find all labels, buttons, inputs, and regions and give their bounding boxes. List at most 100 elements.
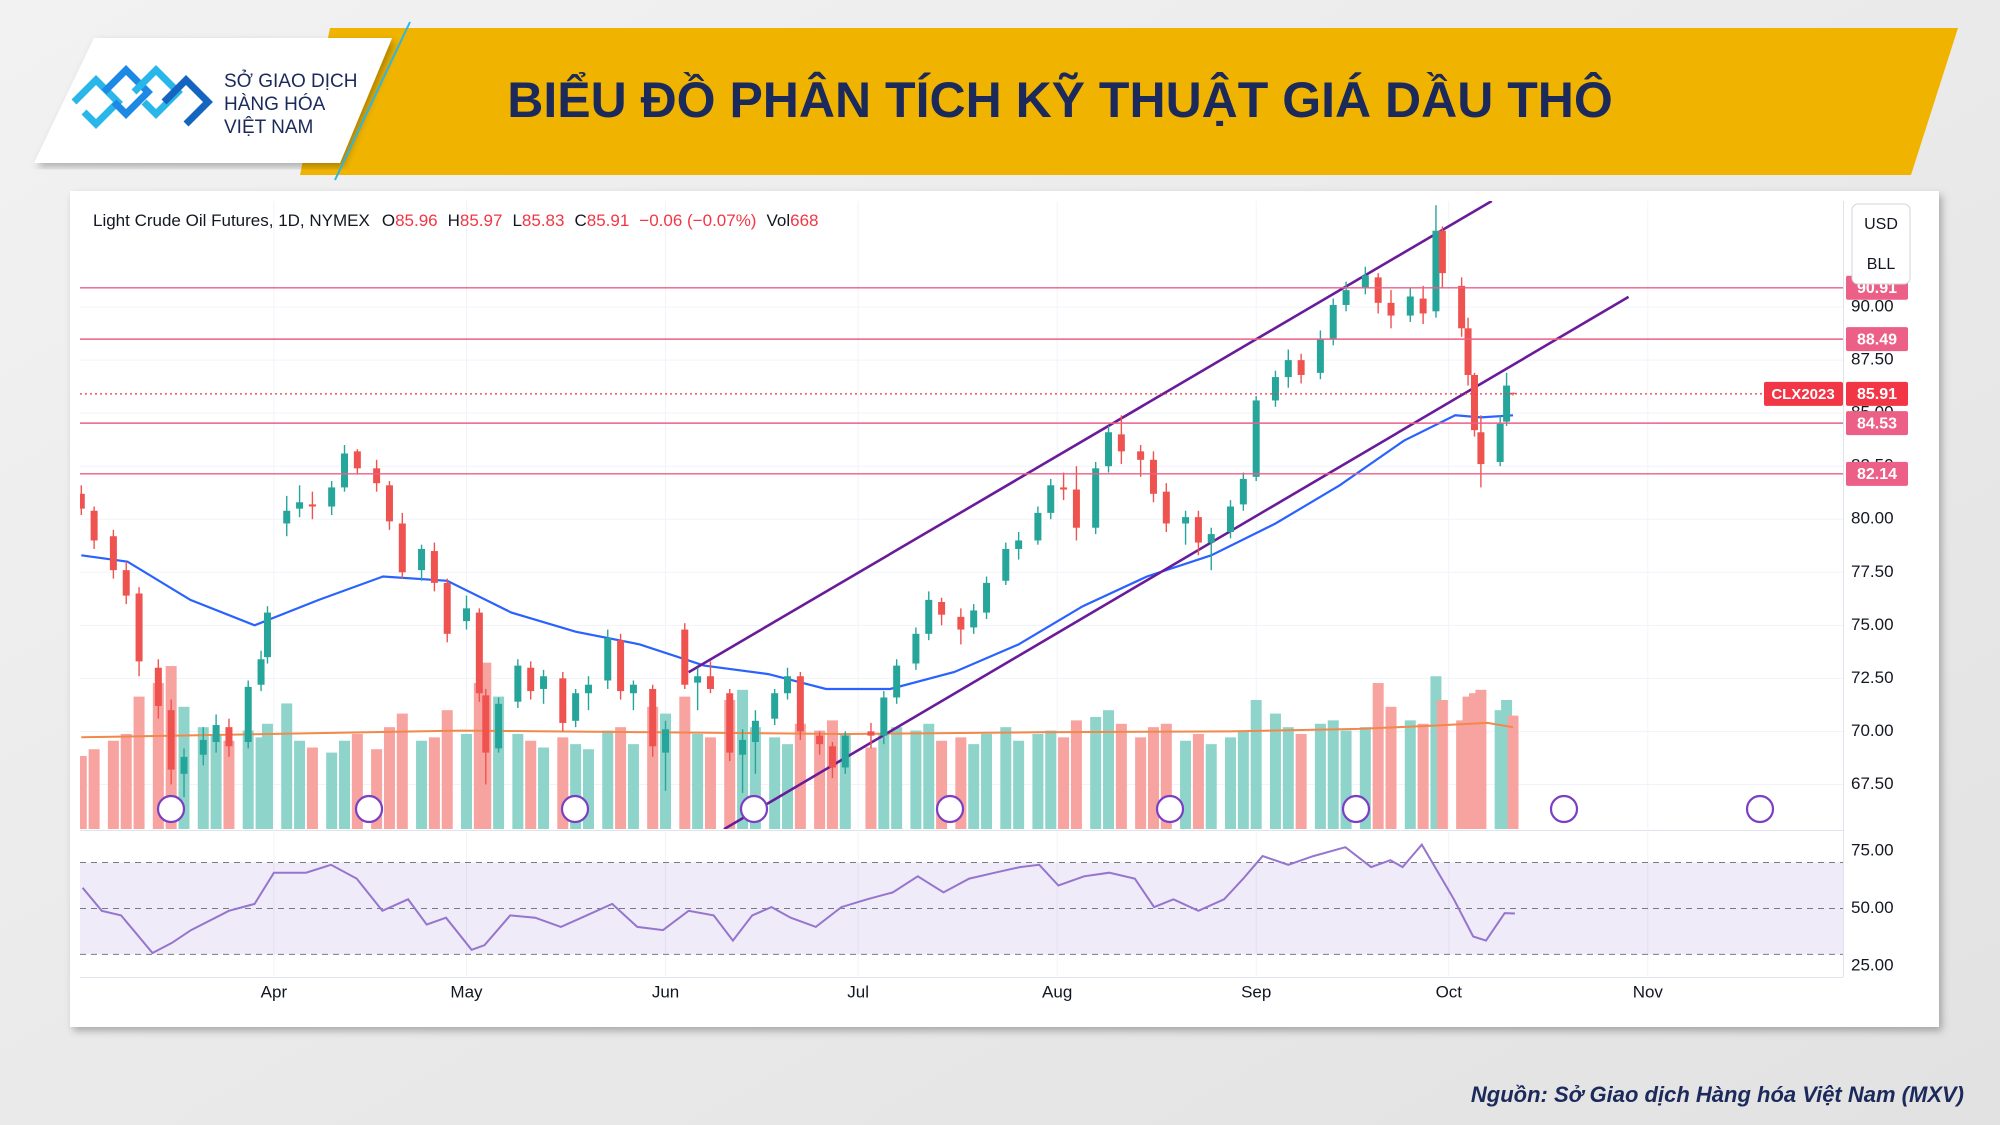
candle-body [1438, 230, 1446, 274]
volume-bar [1385, 706, 1397, 829]
event-marker[interactable] [156, 794, 186, 824]
currency-box [1851, 203, 1911, 285]
volume-bar [1417, 723, 1429, 829]
volume-bar [1468, 693, 1480, 829]
volume-bar [416, 740, 428, 829]
y-tick-label: 70.00 [1851, 721, 1894, 740]
volume-bar [1135, 737, 1147, 829]
candle-body [957, 616, 965, 630]
event-marker[interactable] [1549, 794, 1579, 824]
event-marker[interactable] [1155, 794, 1185, 824]
legend-value: 85.96 [395, 211, 438, 230]
candle-body [983, 582, 991, 613]
candle-body [559, 678, 567, 723]
candle-body [1092, 468, 1100, 528]
candle-body [726, 693, 734, 753]
volume-bar [223, 740, 235, 829]
volume-bar [782, 744, 794, 829]
volume-bar [1147, 727, 1159, 829]
volume-bar [441, 710, 453, 829]
candle-body [841, 735, 849, 768]
candle-body [263, 612, 271, 658]
volume-bar [692, 733, 704, 829]
candle-body [880, 697, 888, 736]
source-note: Nguồn: Sở Giao dịch Hàng hóa Việt Nam (M… [1471, 1082, 1964, 1107]
candle-body [1182, 517, 1190, 524]
x-tick-label: May [450, 982, 483, 1001]
legend-key: H [448, 211, 460, 230]
candle-body [225, 727, 233, 747]
volume-bar [512, 733, 524, 829]
volume-bar [1340, 730, 1352, 829]
volume-bar [1070, 720, 1082, 829]
volume-bar [396, 713, 408, 829]
event-marker[interactable] [739, 794, 769, 824]
candle-body [1137, 451, 1145, 460]
candle-body [867, 731, 875, 736]
event-marker[interactable] [1745, 794, 1775, 824]
volume-bar [704, 737, 716, 829]
volume-bar [1013, 740, 1025, 829]
candle-body [167, 710, 175, 770]
moving-average [81, 414, 1514, 691]
volume-bar [1359, 727, 1371, 829]
current-label-bg [1764, 381, 1843, 406]
candle-body [257, 659, 265, 685]
legend-key: L [512, 211, 521, 230]
volume-bar [120, 733, 132, 829]
volume-bar [749, 727, 761, 829]
candle-body [212, 725, 220, 743]
logo-text: VIỆT NAM [224, 116, 313, 138]
volume-bar [1225, 737, 1237, 829]
event-marker[interactable] [935, 794, 965, 824]
candle-body [418, 548, 426, 571]
candle-body [1374, 277, 1382, 303]
candle-body [796, 676, 804, 732]
volume-bar [1282, 727, 1294, 829]
level-label: 84.53 [1857, 415, 1897, 432]
candle-body [482, 695, 490, 753]
page-title: BIỂU ĐỒ PHÂN TÍCH KỸ THUẬT GIÁ DẦU THÔ [507, 71, 1613, 128]
volume-bar [615, 727, 627, 829]
candle-body [1297, 360, 1305, 375]
volume-bar [1000, 727, 1012, 829]
candle-body [681, 629, 689, 685]
volume-bar [647, 706, 659, 829]
candle-body [1162, 491, 1170, 524]
rsi-pane [80, 832, 1843, 976]
event-marker[interactable] [560, 794, 590, 824]
y-tick-label: 72.50 [1851, 668, 1894, 687]
candle-body [1342, 290, 1350, 305]
x-tick-label: Oct [1436, 982, 1463, 1001]
candle-body [475, 612, 483, 694]
volume-bar [1430, 676, 1442, 829]
y-tick-label: 80.00 [1851, 509, 1894, 528]
event-marker[interactable] [1341, 794, 1371, 824]
x-tick-label: Nov [1633, 982, 1664, 1001]
volume-bar [306, 747, 318, 829]
currency-button[interactable]: BLL [1867, 256, 1896, 273]
logo-accent [334, 21, 411, 181]
candle-body [1329, 304, 1337, 339]
candle-body [584, 684, 592, 694]
volume-bar [968, 744, 980, 829]
volume-bar [1180, 740, 1192, 829]
currency-button[interactable]: USD [1864, 216, 1898, 233]
volume-bar [1501, 700, 1513, 829]
volume-bar [1115, 723, 1127, 829]
rsi-line [81, 842, 1515, 955]
candle-body [122, 570, 130, 596]
volume-bar [1314, 723, 1326, 829]
current-value-bg [1846, 381, 1908, 406]
current-symbol: CLX2023 [1771, 386, 1834, 403]
event-marker[interactable] [354, 794, 384, 824]
volume-bar [1507, 715, 1519, 829]
candle-body [1316, 338, 1324, 373]
volume-bar [339, 740, 351, 829]
rsi-tick-label: 50.00 [1851, 898, 1894, 917]
volume-bar [242, 730, 254, 829]
level-label: 88.49 [1857, 331, 1897, 348]
volume-bar [582, 749, 594, 829]
